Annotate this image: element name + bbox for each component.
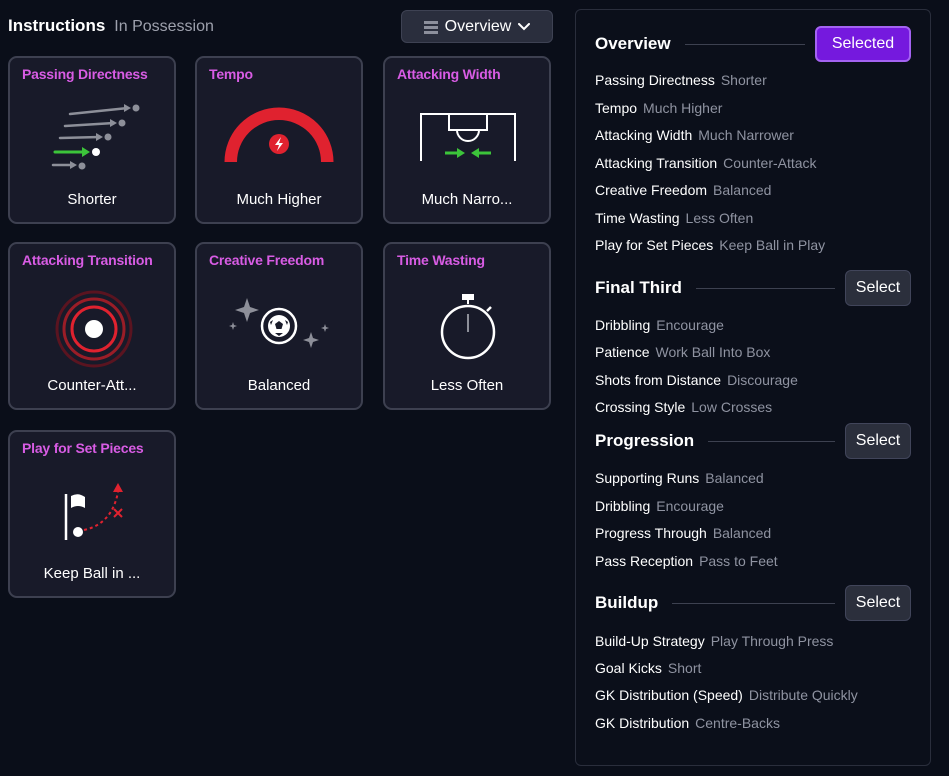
divider (672, 602, 835, 604)
summary-row: Goal Kicks Short (595, 660, 702, 676)
page-title: Instructions (8, 16, 106, 35)
section-title: Progression (595, 431, 695, 450)
card-value: Much Narro... (421, 191, 513, 208)
summary-row: Patience Work Ball Into Box (595, 344, 771, 360)
divider (684, 43, 805, 45)
corner-flag-icon (10, 462, 174, 562)
card-title: Attacking Transition (22, 252, 153, 268)
section-title: Final Third (595, 278, 682, 297)
card-value: Counter-Att... (47, 377, 137, 394)
card-value: Much Higher (236, 191, 322, 208)
list-icon (423, 20, 438, 34)
summary-row: Attacking Transition Counter-Attack (595, 155, 817, 171)
passing-arrows-icon (10, 88, 174, 188)
card-passing-directness[interactable]: Passing Directness Shorter (8, 56, 176, 224)
summary-row: Pass Reception Pass to Feet (595, 553, 778, 569)
summary-row: Time Wasting Less Often (595, 210, 754, 226)
summary-row: GK Distribution Centre-Backs (595, 715, 780, 731)
summary-row: Build-Up Strategy Play Through Press (595, 633, 834, 649)
section-title: Overview (595, 34, 671, 53)
instructions-summary-panel: Overview Selected Passing Directness Shor… (575, 9, 931, 766)
card-title: Play for Set Pieces (22, 440, 144, 456)
stopwatch-icon (385, 274, 549, 374)
card-attacking-transition[interactable]: Attacking Transition Counter-Att... (8, 242, 176, 410)
summary-row: Tempo Much Higher (595, 100, 723, 116)
card-play-for-set-pieces[interactable]: Play for Set Pieces Keep Ball in ... (8, 430, 176, 598)
section-progression-header: Progression Select (595, 423, 911, 459)
card-title: Attacking Width (397, 66, 501, 82)
section-buildup-header: Buildup Select (595, 585, 911, 621)
summary-row: Shots from Distance Discourage (595, 372, 798, 388)
summary-row: Dribbling Encourage (595, 317, 724, 333)
buildup-select-button[interactable]: Select (845, 585, 911, 621)
overview-selected-button[interactable]: Selected (815, 26, 911, 62)
sparkle-ball-icon (197, 274, 361, 374)
card-time-wasting[interactable]: Time Wasting Less Often (383, 242, 551, 410)
card-value: Keep Ball in ... (43, 565, 141, 582)
view-dropdown[interactable]: Overview (401, 10, 553, 43)
summary-row: Attacking Width Much Narrower (595, 127, 794, 143)
section-final-third-header: Final Third Select (595, 270, 911, 306)
summary-row: Supporting Runs Balanced (595, 470, 764, 486)
transition-rings-icon (10, 274, 174, 374)
card-value: Less Often (430, 377, 504, 394)
divider (708, 440, 835, 442)
summary-row: Dribbling Encourage (595, 498, 724, 514)
summary-row: Progress Through Balanced (595, 525, 772, 541)
card-title: Creative Freedom (209, 252, 325, 268)
card-title: Tempo (209, 66, 253, 82)
card-creative-freedom[interactable]: Creative Freedom Balanced (195, 242, 363, 410)
card-value: Balanced (247, 377, 311, 394)
progression-select-button[interactable]: Select (845, 423, 911, 459)
card-tempo[interactable]: Tempo Much Higher (195, 56, 363, 224)
card-title: Time Wasting (397, 252, 485, 268)
tempo-gauge-icon (197, 88, 361, 188)
instructions-header: Instructions In Possession (8, 16, 214, 36)
summary-row: GK Distribution (Speed) Distribute Quickl… (595, 687, 858, 703)
pitch-width-icon (385, 88, 549, 188)
summary-row: Play for Set Pieces Keep Ball in Play (595, 237, 826, 253)
card-value: Shorter (67, 191, 117, 208)
section-overview-header: Overview Selected (595, 26, 911, 62)
final-third-select-button[interactable]: Select (845, 270, 911, 306)
summary-row: Crossing Style Low Crosses (595, 399, 773, 415)
divider (695, 287, 835, 289)
summary-row: Creative Freedom Balanced (595, 182, 772, 198)
summary-row: Passing Directness Shorter (595, 72, 767, 88)
chevron-down-icon (518, 22, 531, 31)
dropdown-label: Overview (444, 17, 512, 35)
card-title: Passing Directness (22, 66, 148, 82)
section-title: Buildup (595, 593, 659, 612)
card-attacking-width[interactable]: Attacking Width Much Narro... (383, 56, 551, 224)
page-subtitle: In Possession (114, 18, 214, 35)
